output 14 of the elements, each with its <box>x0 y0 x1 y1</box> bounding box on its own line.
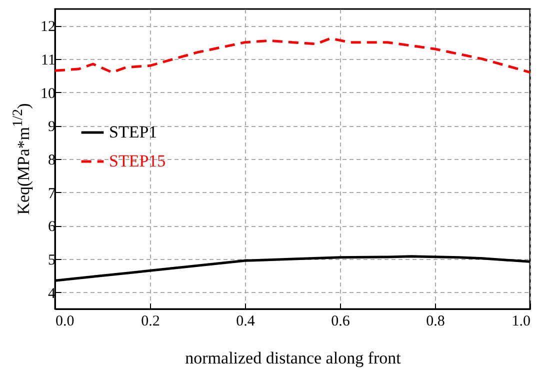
legend-label: STEP1 <box>109 122 158 142</box>
y-tick-label: 4 <box>48 286 56 302</box>
y-tick-label: 12 <box>40 19 56 36</box>
x-tick-label: 0.6 <box>331 314 350 330</box>
line-series <box>54 37 532 74</box>
y-tick-label: 8 <box>48 152 56 168</box>
legend-label: STEP15 <box>109 152 166 170</box>
x-tick-label: 1.0 <box>512 314 530 330</box>
x-tick-label: 0.8 <box>426 314 445 330</box>
y-tick-label: 11 <box>41 52 56 68</box>
x-tick-label: 0.4 <box>236 314 256 330</box>
x-tick-label: 0.0 <box>56 314 74 330</box>
x-axis-title: normalized distance along front <box>185 348 402 368</box>
x-tick-label: 0.2 <box>141 314 160 330</box>
